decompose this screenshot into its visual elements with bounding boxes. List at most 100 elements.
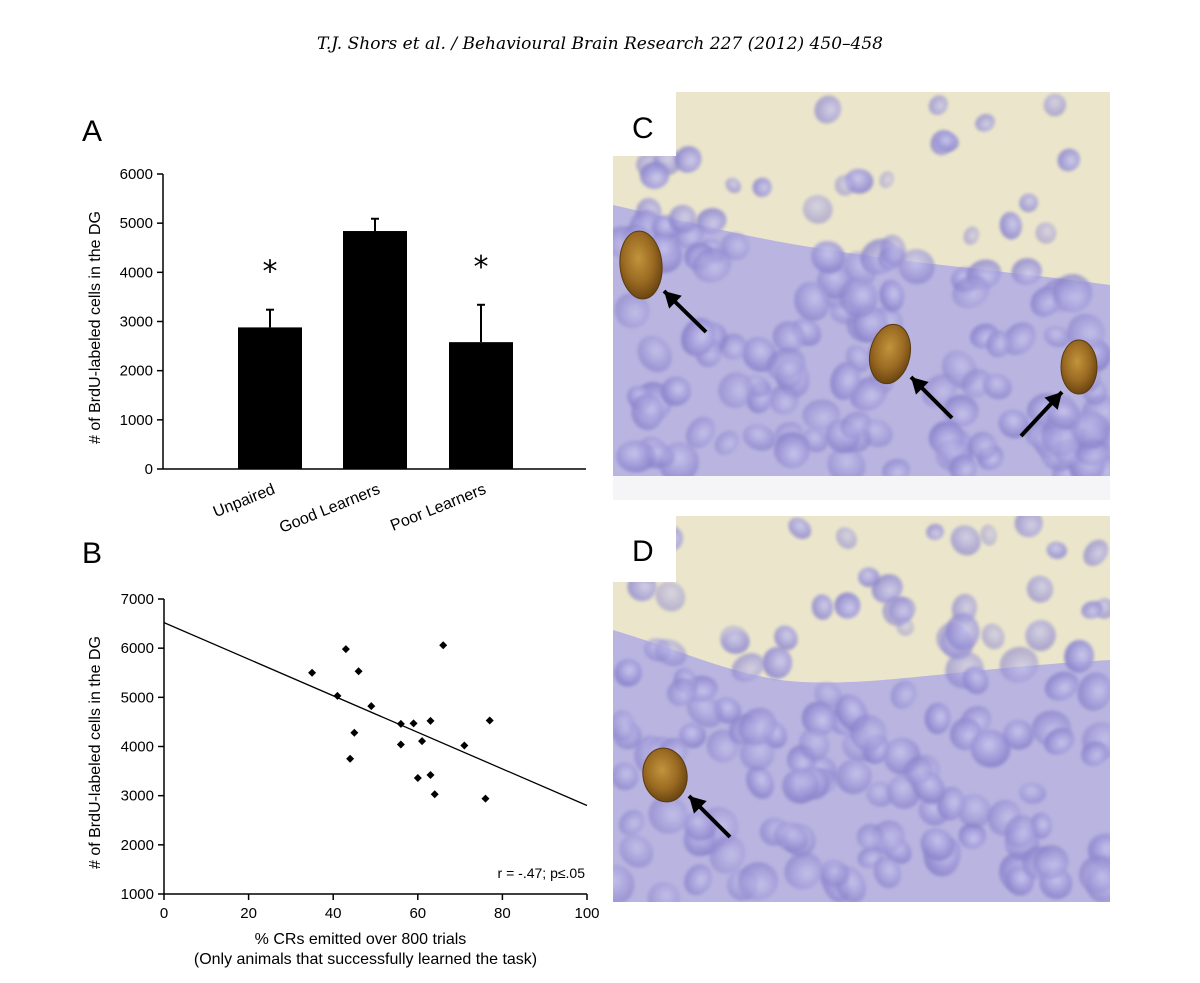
nucleus bbox=[686, 693, 723, 728]
category-label: Unpaired bbox=[211, 481, 278, 521]
nucleus bbox=[1003, 719, 1034, 750]
nucleus bbox=[696, 208, 727, 234]
nucleus bbox=[882, 458, 910, 476]
nucleus bbox=[1011, 258, 1042, 285]
nucleus bbox=[830, 361, 861, 400]
correlation-annotation: r = -.47; p≤.05 bbox=[498, 865, 586, 881]
nucleus bbox=[827, 446, 866, 476]
nucleus bbox=[655, 581, 686, 612]
nucleus bbox=[618, 809, 645, 836]
nucleus bbox=[958, 822, 986, 849]
nucleus bbox=[1057, 148, 1081, 172]
nucleus bbox=[880, 234, 907, 267]
chart-a-bar: 0 1000 2000 3000 4000 5000 6000 * Unpaired Good L… bbox=[87, 166, 586, 537]
nucleus bbox=[952, 275, 990, 309]
y-tick-label-a: 0 bbox=[145, 461, 153, 478]
nucleus bbox=[647, 882, 680, 902]
nucleus bbox=[743, 424, 776, 451]
nucleus bbox=[983, 373, 1012, 400]
nucleus bbox=[692, 247, 732, 283]
x-tick-label-b: 0 bbox=[160, 905, 168, 922]
nucleus bbox=[714, 430, 739, 455]
nucleus bbox=[961, 369, 992, 398]
panel-letter-d: D bbox=[632, 535, 654, 568]
nucleus bbox=[998, 409, 1030, 439]
nucleus bbox=[1046, 541, 1067, 559]
nucleus bbox=[613, 710, 635, 742]
nucleus bbox=[871, 574, 903, 604]
nucleus bbox=[654, 639, 687, 667]
data-point bbox=[413, 773, 422, 782]
nucleus bbox=[840, 411, 871, 439]
brdu-labeled-cell bbox=[642, 747, 688, 803]
data-point bbox=[333, 691, 342, 700]
nucleus bbox=[975, 114, 995, 132]
nucleus bbox=[674, 146, 702, 173]
micrograph-c: C bbox=[613, 92, 1110, 500]
nucleus bbox=[968, 431, 997, 460]
data-point bbox=[341, 645, 350, 654]
nucleus bbox=[766, 348, 806, 381]
x-axis-sublabel-b: (Only animals that successfully learned … bbox=[194, 951, 537, 968]
nucleus bbox=[835, 759, 872, 795]
nucleus bbox=[1044, 727, 1075, 755]
data-point bbox=[409, 719, 418, 728]
nucleus bbox=[924, 702, 951, 735]
nucleus bbox=[685, 416, 716, 449]
nucleus bbox=[660, 376, 691, 406]
nucleus bbox=[613, 865, 635, 902]
y-tick-label-b: 3000 bbox=[121, 788, 154, 805]
nucleus bbox=[834, 592, 861, 619]
nucleus bbox=[738, 707, 777, 746]
regression-line bbox=[163, 622, 588, 807]
y-axis-label-b: # of BrdU-labeled cells in the DG bbox=[87, 636, 104, 869]
data-point bbox=[430, 790, 439, 799]
nucleus bbox=[1043, 325, 1070, 348]
panel-letter-b: B bbox=[82, 537, 102, 570]
nucleus bbox=[873, 856, 902, 889]
nucleus bbox=[667, 678, 697, 707]
micrograph-d: D bbox=[613, 516, 1110, 902]
nucleus bbox=[769, 384, 799, 415]
nucleus bbox=[786, 768, 820, 803]
nucleus bbox=[1025, 620, 1056, 652]
nucleus bbox=[774, 821, 808, 853]
nucleus bbox=[866, 781, 895, 807]
data-point bbox=[485, 716, 494, 725]
nucleus bbox=[1043, 93, 1067, 117]
category-label: Good Learners bbox=[277, 481, 382, 537]
nucleus bbox=[1081, 741, 1108, 766]
bar-poor-learners bbox=[449, 342, 513, 469]
nucleus bbox=[811, 240, 846, 274]
nucleus bbox=[945, 613, 980, 651]
nucleus bbox=[970, 729, 1011, 768]
arrow-icon bbox=[664, 291, 682, 309]
nucleus bbox=[811, 594, 834, 620]
nucleus bbox=[1002, 322, 1036, 356]
nucleus bbox=[614, 659, 642, 687]
nucleus bbox=[640, 161, 670, 189]
nucleus bbox=[679, 722, 706, 749]
nucleus bbox=[746, 765, 774, 799]
data-point bbox=[354, 667, 363, 676]
nucleus bbox=[637, 335, 672, 373]
nucleus bbox=[619, 834, 654, 868]
nucleus bbox=[1081, 601, 1103, 619]
nucleus bbox=[980, 524, 997, 546]
nucleus bbox=[836, 527, 857, 549]
nucleus bbox=[684, 864, 712, 896]
data-point bbox=[426, 771, 435, 780]
significance-star: * bbox=[263, 255, 278, 290]
nucleus bbox=[898, 249, 935, 285]
nucleus bbox=[614, 292, 650, 329]
data-point bbox=[346, 754, 355, 763]
y-tick-label-a: 3000 bbox=[120, 314, 153, 331]
brdu-labeled-cell bbox=[868, 323, 912, 385]
y-tick-label-b: 4000 bbox=[121, 739, 154, 756]
nucleus bbox=[962, 666, 989, 695]
nucleus bbox=[788, 517, 812, 539]
nucleus bbox=[801, 701, 837, 736]
nucleus bbox=[616, 440, 656, 473]
nucleus bbox=[999, 211, 1022, 240]
nucleus bbox=[1044, 671, 1079, 701]
